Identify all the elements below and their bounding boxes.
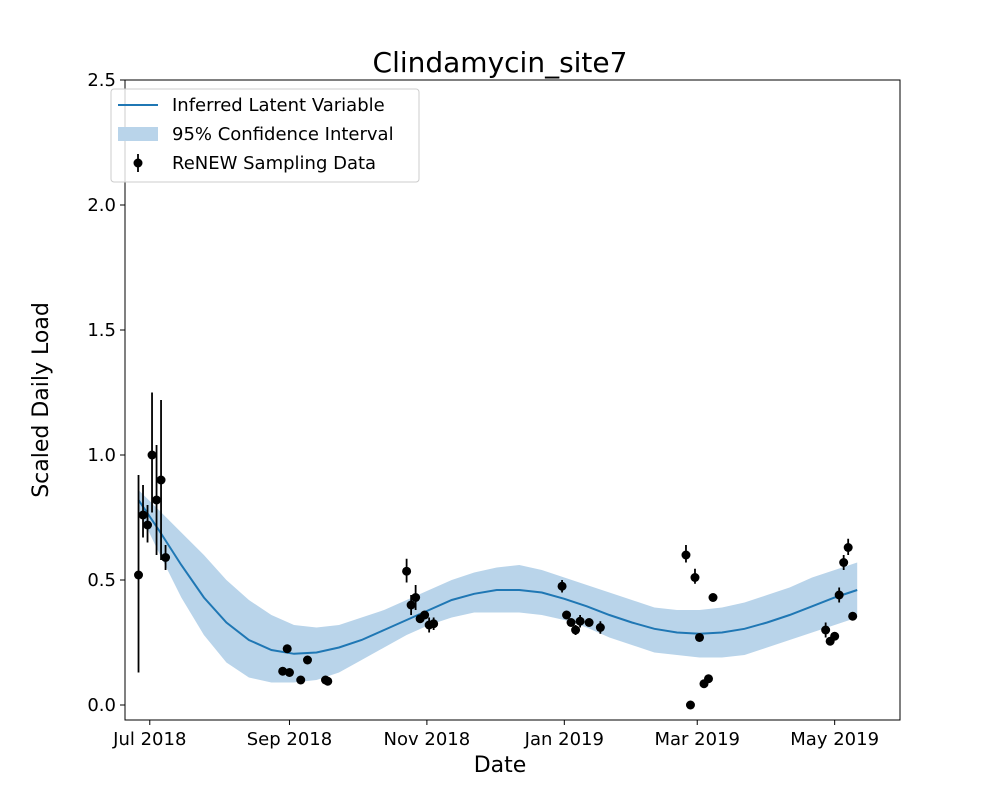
legend-label-ci: 95% Confidence Interval bbox=[172, 124, 394, 145]
y-tick-label: 0.5 bbox=[87, 570, 116, 591]
confidence-band bbox=[138, 490, 858, 683]
x-tick-label: Nov 2018 bbox=[384, 729, 471, 750]
sample-point bbox=[161, 553, 171, 562]
y-tick-label: 1.0 bbox=[87, 445, 116, 466]
sample-point bbox=[834, 590, 844, 600]
y-tick-label: 1.5 bbox=[87, 320, 116, 341]
y-tick-label: 2.5 bbox=[87, 70, 116, 91]
sample-point bbox=[848, 611, 858, 621]
sample-point bbox=[302, 655, 312, 665]
sample-point bbox=[134, 570, 144, 580]
sample-point bbox=[402, 566, 412, 576]
legend-label-samples: ReNEW Sampling Data bbox=[172, 153, 376, 174]
y-axis: 0.0 0.5 1.0 1.5 2.0 2.5 bbox=[87, 70, 125, 716]
sample-point bbox=[143, 520, 153, 530]
sample-point bbox=[708, 593, 718, 602]
latent-variable-line bbox=[137, 499, 858, 655]
legend: Inferred Latent Variable 95% Confidence … bbox=[110, 88, 420, 183]
sample-point bbox=[156, 475, 166, 485]
sample-point bbox=[147, 450, 157, 460]
x-axis: Jul 2018 Sep 2018 Nov 2018 Jan 2019 Mar 2019… bbox=[112, 720, 879, 750]
sample-point bbox=[138, 510, 148, 520]
x-tick-label: Sep 2018 bbox=[247, 729, 332, 750]
legend-box bbox=[110, 88, 420, 183]
sample-point bbox=[685, 700, 695, 710]
x-axis-title: Date bbox=[474, 753, 527, 778]
y-tick-label: 2.0 bbox=[87, 195, 116, 216]
legend-point-swatch bbox=[133, 158, 143, 168]
sample-point bbox=[843, 543, 853, 552]
sample-point bbox=[152, 495, 162, 505]
sample-point bbox=[282, 644, 292, 654]
sample-point bbox=[406, 600, 416, 610]
latent-line-layer bbox=[137, 499, 858, 655]
x-tick-label: Mar 2019 bbox=[654, 729, 740, 750]
y-tick-label: 0.0 bbox=[87, 695, 116, 716]
x-tick-label: May 2019 bbox=[790, 729, 879, 750]
sample-point bbox=[839, 558, 849, 567]
chart-title: Clindamycin_site7 bbox=[373, 46, 628, 79]
sample-point bbox=[284, 668, 294, 677]
sample-point bbox=[571, 625, 581, 635]
sampling-points-layer bbox=[134, 392, 858, 710]
sample-point bbox=[681, 550, 691, 560]
sample-point bbox=[278, 666, 288, 676]
sample-point bbox=[830, 631, 840, 641]
y-axis-title: Scaled Daily Load bbox=[29, 302, 54, 498]
sample-point bbox=[296, 675, 306, 685]
sample-point bbox=[323, 676, 333, 686]
plot-frame bbox=[124, 79, 901, 721]
sample-point bbox=[411, 593, 421, 602]
sample-point bbox=[690, 573, 700, 582]
sample-point bbox=[694, 633, 704, 642]
sample-point bbox=[575, 616, 585, 626]
x-tick-label: Jul 2018 bbox=[112, 729, 186, 750]
legend-label-latent: Inferred Latent Variable bbox=[172, 95, 385, 116]
sample-point bbox=[595, 623, 605, 632]
sample-point bbox=[821, 625, 831, 635]
legend-band-swatch bbox=[118, 127, 158, 141]
sample-point bbox=[420, 610, 430, 620]
x-tick-label: Jan 2019 bbox=[524, 729, 604, 750]
sample-point bbox=[704, 674, 714, 684]
sample-point bbox=[429, 619, 439, 629]
sample-point bbox=[562, 610, 572, 620]
sample-point bbox=[584, 618, 594, 627]
sample-point bbox=[566, 618, 576, 627]
sample-point bbox=[557, 581, 567, 591]
confidence-band-layer bbox=[138, 490, 858, 683]
